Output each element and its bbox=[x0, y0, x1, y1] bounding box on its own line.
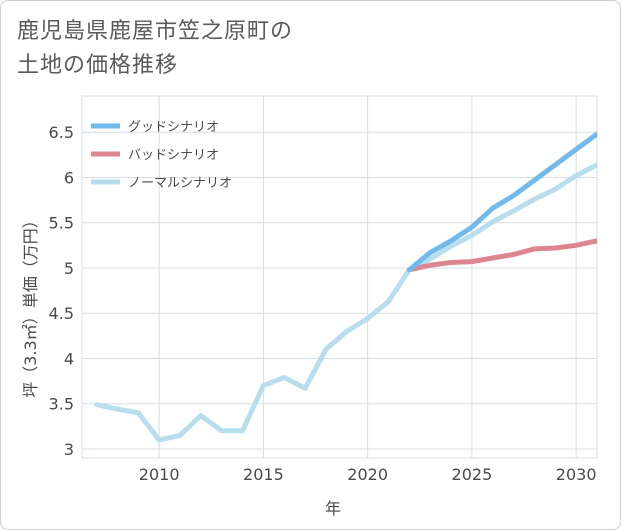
chart-title: 鹿児島県鹿屋市笠之原町の 土地の価格推移 bbox=[17, 15, 537, 83]
legend-label-1: バッドシナリオ bbox=[128, 148, 219, 163]
y-tick-label: 5 bbox=[64, 259, 74, 278]
y-tick-label: 5.5 bbox=[49, 214, 74, 233]
x-tick-label: 2030 bbox=[556, 465, 597, 484]
x-axis-ticks: 2010 2015 2020 2025 2030 bbox=[139, 465, 597, 484]
chart-title-line-1: 鹿児島県鹿屋市笠之原町の bbox=[17, 19, 294, 44]
series-line-1 bbox=[406, 238, 597, 273]
y-tick-label: 6.5 bbox=[49, 123, 74, 142]
y-tick-label: 4 bbox=[64, 349, 74, 368]
series-line-0 bbox=[406, 131, 597, 273]
legend-label-0: グッドシナリオ bbox=[128, 120, 219, 135]
x-tick-label: 2010 bbox=[139, 465, 180, 484]
y-tick-label: 6 bbox=[64, 168, 74, 187]
y-tick-label: 4.5 bbox=[49, 304, 74, 323]
x-tick-label: 2020 bbox=[347, 465, 388, 484]
grid-lines bbox=[81, 95, 598, 459]
series-line-2 bbox=[94, 162, 597, 443]
chart-title-line-2: 土地の価格推移 bbox=[17, 53, 179, 78]
y-axis-title: 坪（3.3㎡）単価（万円） bbox=[21, 212, 40, 397]
y-tick-label: 3 bbox=[64, 440, 74, 459]
series-lines bbox=[94, 131, 597, 443]
x-axis-title: 年 bbox=[325, 499, 341, 518]
x-tick-label: 2025 bbox=[452, 465, 493, 484]
plot-frame bbox=[81, 95, 598, 459]
y-axis-ticks: 3 3.5 4 4.5 5 5.5 6 6.5 bbox=[49, 123, 74, 459]
y-tick-label: 3.5 bbox=[49, 395, 74, 414]
x-tick-label: 2015 bbox=[243, 465, 284, 484]
legend-label-2: ノーマルシナリオ bbox=[128, 176, 232, 191]
